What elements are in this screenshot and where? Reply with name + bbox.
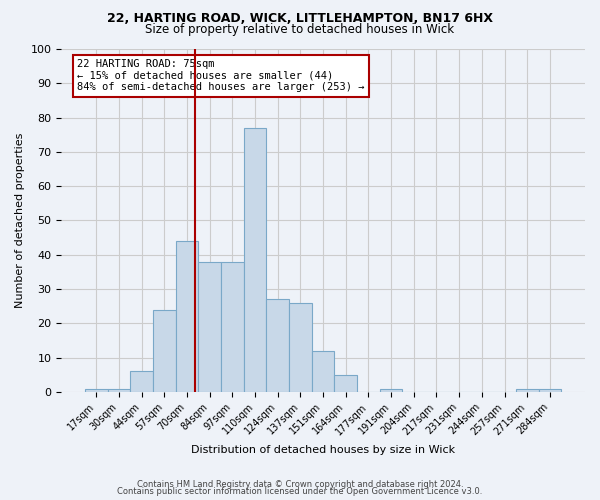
Bar [334,375,357,392]
Text: 22, HARTING ROAD, WICK, LITTLEHAMPTON, BN17 6HX: 22, HARTING ROAD, WICK, LITTLEHAMPTON, B… [107,12,493,26]
Bar [539,388,561,392]
Text: Contains HM Land Registry data © Crown copyright and database right 2024.: Contains HM Land Registry data © Crown c… [137,480,463,489]
Bar [130,372,153,392]
Bar [516,388,539,392]
Text: 22 HARTING ROAD: 75sqm
← 15% of detached houses are smaller (44)
84% of semi-det: 22 HARTING ROAD: 75sqm ← 15% of detached… [77,60,364,92]
Y-axis label: Number of detached properties: Number of detached properties [15,133,25,308]
Bar [312,351,334,392]
Text: Size of property relative to detached houses in Wick: Size of property relative to detached ho… [145,22,455,36]
Bar [108,388,130,392]
Text: Contains public sector information licensed under the Open Government Licence v3: Contains public sector information licen… [118,487,482,496]
Bar [153,310,176,392]
Bar [221,262,244,392]
Bar [380,388,403,392]
Bar [199,262,221,392]
Bar [289,303,312,392]
X-axis label: Distribution of detached houses by size in Wick: Distribution of detached houses by size … [191,445,455,455]
Bar [85,388,108,392]
Bar [266,300,289,392]
Bar [244,128,266,392]
Bar [176,241,199,392]
